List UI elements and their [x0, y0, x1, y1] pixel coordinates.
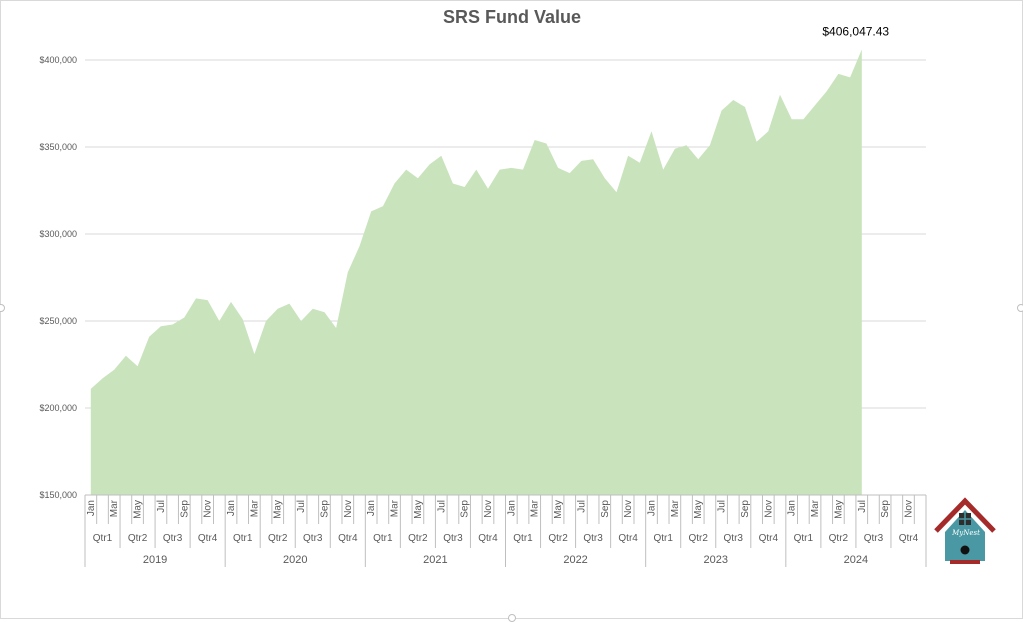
quarter-tick-label: Qtr4: [338, 533, 358, 544]
month-tick-label: Mar: [109, 499, 120, 517]
month-tick-label: Nov: [203, 500, 214, 518]
area-series: [90, 49, 862, 495]
quarter-tick-label: Qtr4: [618, 533, 638, 544]
month-tick-label: Sep: [460, 500, 471, 518]
quarter-tick-label: Qtr1: [513, 533, 533, 544]
month-tick-label: May: [413, 500, 424, 519]
quarter-tick-label: Qtr3: [583, 533, 603, 544]
quarter-tick-label: Qtr3: [864, 533, 884, 544]
month-tick-label: Mar: [249, 499, 260, 517]
quarter-tick-label: Qtr3: [724, 533, 744, 544]
quarter-tick-label: Qtr2: [829, 533, 849, 544]
y-tick-label: $150,000: [39, 490, 77, 500]
year-tick-label: 2023: [704, 554, 728, 566]
logo-text: MyNest: [951, 529, 980, 537]
month-tick-label: Nov: [763, 500, 774, 518]
quarter-tick-label: Qtr4: [899, 533, 919, 544]
month-tick-label: Nov: [623, 500, 634, 518]
month-tick-label: Jan: [366, 500, 377, 516]
y-tick-label: $250,000: [39, 316, 77, 326]
y-axis: $150,000 $200,000 $250,000 $300,000 $350,000…: [39, 55, 77, 500]
year-tick-label: 2021: [423, 554, 447, 566]
quarter-tick-label: Qtr1: [373, 533, 393, 544]
month-tick-label: Nov: [343, 500, 354, 518]
quarter-tick-label: Qtr4: [198, 533, 218, 544]
y-tick-label: $400,000: [39, 55, 77, 65]
quarter-tick-label: Qtr1: [233, 533, 253, 544]
quarter-tick-label: Qtr3: [163, 533, 183, 544]
mynest-logo: MyNest: [934, 497, 996, 564]
month-tick-label: Jan: [787, 500, 798, 516]
y-tick-label: $200,000: [39, 403, 77, 413]
month-tick-label: Sep: [880, 500, 891, 518]
month-tick-label: Jan: [226, 500, 237, 516]
x-axis: Jan Mar May Jul Sep Nov Jan Mar May Jul Sep Nov Jan M…: [84, 494, 927, 567]
data-label: $406,047.43: [822, 24, 889, 38]
quarter-tick-label: Qtr1: [794, 533, 814, 544]
month-tick-label: Nov: [903, 500, 914, 518]
month-tick-label: Jul: [717, 500, 728, 513]
month-tick-label: May: [273, 500, 284, 519]
quarter-tick-label: Qtr2: [548, 533, 568, 544]
month-tick-label: Jan: [647, 500, 658, 516]
y-tick-label: $350,000: [39, 142, 77, 152]
month-tick-label: Jul: [156, 500, 167, 513]
house-hole: [960, 545, 970, 555]
month-tick-label: Mar: [670, 499, 681, 517]
month-tick-label: Nov: [483, 500, 494, 518]
month-tick-label: May: [553, 500, 564, 519]
house-roof: [934, 497, 996, 533]
quarter-tick-label: Qtr4: [759, 533, 779, 544]
month-tick-label: Sep: [179, 500, 190, 518]
year-tick-label: 2024: [844, 554, 868, 566]
house-body: [945, 510, 985, 561]
month-tick-label: Jul: [576, 500, 587, 513]
quarter-tick-label: Qtr3: [443, 533, 463, 544]
y-tick-label: $300,000: [39, 229, 77, 239]
year-tick-label: 2022: [563, 554, 587, 566]
quarter-tick-label: Qtr2: [128, 533, 148, 544]
month-tick-label: May: [833, 500, 844, 519]
month-tick-label: Sep: [319, 500, 330, 518]
month-tick-label: Mar: [810, 499, 821, 517]
resize-handle[interactable]: [0, 304, 5, 312]
house-base: [950, 560, 980, 564]
quarter-tick-label: Qtr2: [268, 533, 288, 544]
quarter-tick-label: Qtr4: [478, 533, 498, 544]
month-tick-label: Jan: [86, 500, 97, 516]
quarter-tick-label: Qtr2: [689, 533, 709, 544]
month-tick-label: Mar: [390, 499, 401, 517]
month-tick-label: Jul: [857, 500, 868, 513]
quarter-tick-label: Qtr1: [653, 533, 673, 544]
chart-title: SRS Fund Value: [443, 7, 581, 27]
quarter-tick-label: Qtr1: [93, 533, 113, 544]
month-tick-label: Jul: [296, 500, 307, 513]
quarter-tick-label: Qtr3: [303, 533, 323, 544]
year-tick-label: 2020: [283, 554, 307, 566]
month-tick-label: Mar: [530, 499, 541, 517]
month-tick-label: Jan: [506, 500, 517, 516]
month-tick-label: Sep: [740, 500, 751, 518]
year-tick-label: 2019: [143, 554, 167, 566]
quarter-tick-label: Qtr2: [408, 533, 428, 544]
month-tick-label: May: [133, 500, 144, 519]
month-tick-label: Jul: [436, 500, 447, 513]
month-tick-label: Sep: [600, 500, 611, 518]
resize-handle[interactable]: [1017, 304, 1023, 312]
month-tick-label: May: [693, 500, 704, 519]
